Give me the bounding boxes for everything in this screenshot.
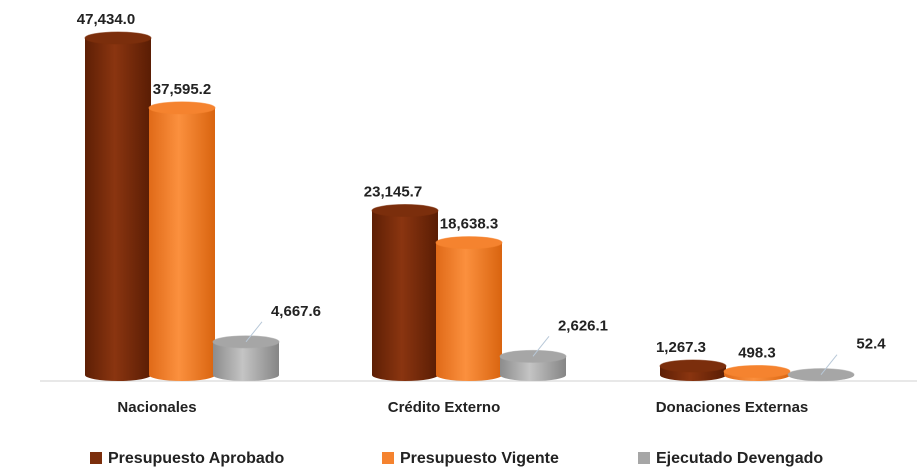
legend-label: Presupuesto Aprobado xyxy=(108,450,285,467)
bar-cap xyxy=(659,359,727,373)
bar xyxy=(436,242,502,375)
x-tick-label: Nacionales xyxy=(117,399,196,416)
bar-cap xyxy=(84,31,152,45)
legend-swatch xyxy=(90,452,102,464)
bar-cap xyxy=(371,204,439,218)
leader-line xyxy=(532,336,550,357)
bar xyxy=(85,38,151,375)
value-label: 498.3 xyxy=(738,344,776,361)
value-label: 18,638.3 xyxy=(440,216,498,233)
legend-swatch xyxy=(638,452,650,464)
leader-line xyxy=(245,321,263,343)
bar-cap xyxy=(435,236,503,250)
legend-label: Presupuesto Vigente xyxy=(400,450,559,467)
x-tick-label: Crédito Externo xyxy=(388,399,501,416)
value-label: 2,626.1 xyxy=(558,317,608,334)
value-label: 1,267.3 xyxy=(656,339,706,356)
value-label: 47,434.0 xyxy=(77,11,135,28)
bar xyxy=(372,210,438,375)
bar xyxy=(149,107,215,376)
value-label: 4,667.6 xyxy=(271,303,321,320)
bar-cap xyxy=(148,101,216,115)
bar-cap xyxy=(723,364,791,378)
value-label: 37,595.2 xyxy=(153,81,211,98)
legend-label: Ejecutado Devengado xyxy=(656,450,823,467)
leader-line xyxy=(820,354,838,375)
x-tick-label: Donaciones Externas xyxy=(656,399,809,416)
value-label: 23,145.7 xyxy=(364,184,422,201)
value-label: 52.4 xyxy=(856,336,886,353)
legend-swatch xyxy=(382,452,394,464)
